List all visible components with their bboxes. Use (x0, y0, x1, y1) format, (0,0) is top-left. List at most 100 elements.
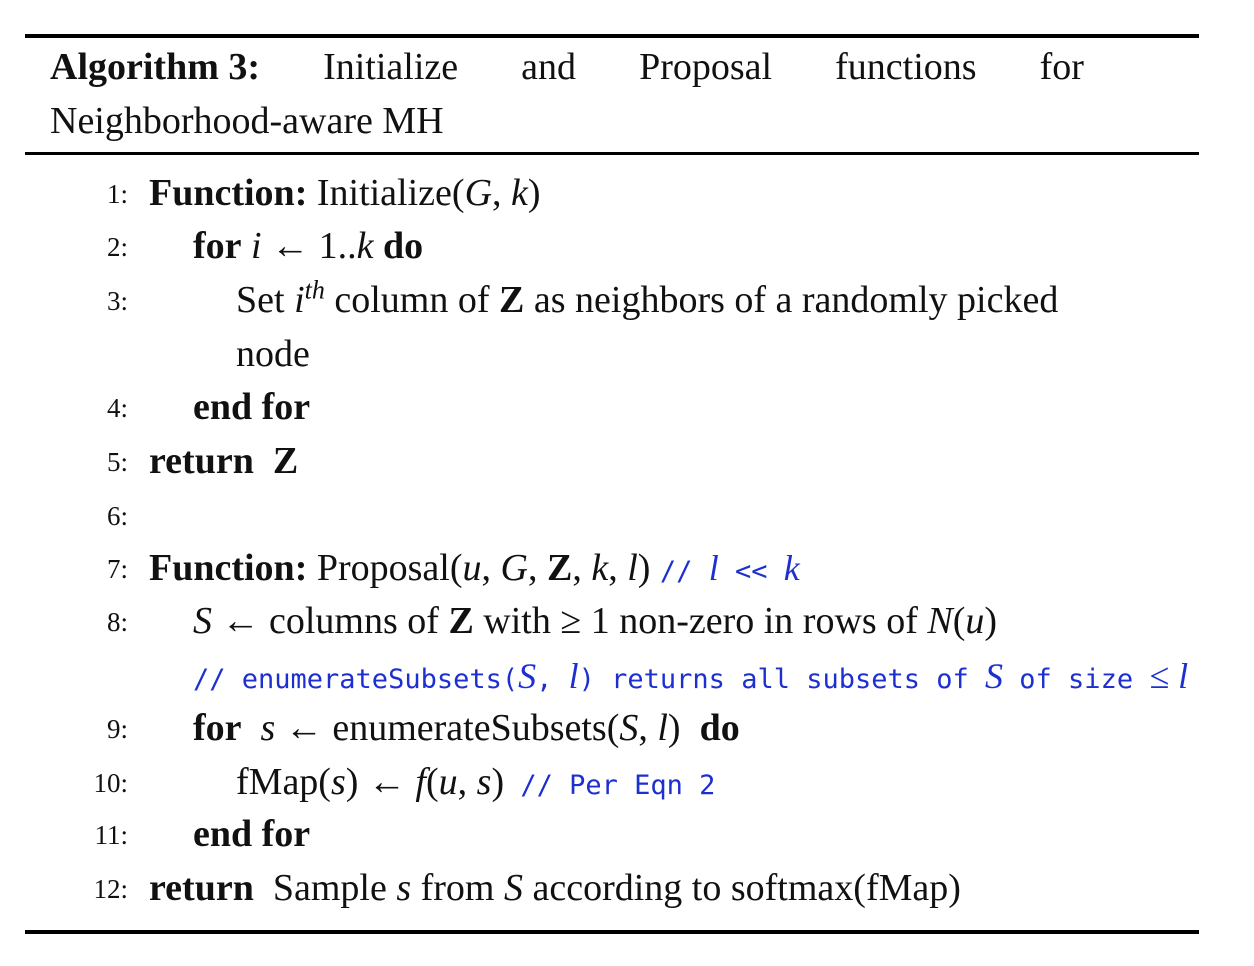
line-number: 10: (93, 768, 128, 798)
caption-word: for (1039, 46, 1084, 88)
math-paren: ) (984, 600, 998, 642)
code-text: as neighbors of a randomly picked (524, 279, 1059, 321)
comment-text: << (718, 556, 784, 587)
math-var: s (330, 761, 346, 803)
code-text: Set (236, 279, 295, 321)
line-number: 6: (106, 501, 128, 531)
comment-text: // (659, 556, 709, 587)
math-var: k (356, 225, 374, 267)
bottom-rule (25, 930, 1199, 934)
code-line-3: Set ith column of Z as neighbors of a ra… (236, 273, 1058, 327)
function-keyword: Function: (149, 547, 308, 589)
function-keyword: Function: (149, 172, 308, 214)
caption-line-2: Neighborhood-aware MH (50, 100, 444, 142)
comment-text: ) returns all subsets of (578, 664, 986, 695)
code-text: Sample (272, 867, 397, 909)
line-number: 9: (106, 714, 128, 744)
code-line-7: Function: Proposal(u, G, Z, k, l) // l <… (149, 541, 800, 595)
code-line-12: return Sample s from S according to soft… (149, 861, 961, 915)
line-number: 11: (94, 820, 129, 850)
math-paren: ) (491, 761, 505, 803)
code-line-4: end for (193, 380, 310, 434)
matrix-Z: Z (546, 547, 573, 589)
comment-text: , (536, 664, 569, 695)
algorithm-caption: Algorithm 3: Initialize and Proposal fun… (50, 40, 1084, 148)
math-var: k (591, 547, 609, 589)
for-keyword: for (193, 225, 242, 267)
math-var: l (627, 547, 638, 589)
do-keyword: do (699, 707, 740, 749)
math-text: ← 1.. (261, 225, 357, 267)
comment-var: l (708, 548, 719, 588)
caption-word: and (521, 46, 577, 88)
end-for-keyword: end for (193, 386, 311, 428)
math-var: i (251, 225, 262, 267)
line-number: 2: (106, 232, 128, 262)
math-var: N (927, 600, 953, 642)
math-var: k (511, 172, 528, 214)
code-comment: // Per Eqn 2 (504, 770, 716, 801)
caption-word: Initialize (323, 46, 459, 88)
math-paren: ) (667, 707, 681, 749)
line-number: 4: (106, 393, 128, 423)
code-text: ← columns of (212, 600, 449, 642)
math-var: s (476, 761, 492, 803)
math-var: u (438, 761, 458, 803)
comment-var: l (568, 656, 579, 696)
code-line-9: for s ← enumerateSubsets(S, l) do (193, 701, 740, 755)
code-line-5: return Z (149, 434, 298, 488)
math-var: u (965, 600, 985, 642)
math-var: u (462, 547, 482, 589)
code-text: ← enumerateSubsets( (275, 707, 620, 749)
math-var: S (619, 707, 639, 749)
math-var: G (464, 172, 493, 214)
matrix-Z: Z (499, 279, 525, 321)
math-var: G (500, 547, 528, 589)
line-number: 1: (106, 179, 128, 209)
caption-word: Proposal (639, 46, 773, 88)
code-line-3-continued: node (236, 333, 310, 375)
math-paren: ( (425, 761, 439, 803)
math-sep: , (481, 547, 501, 589)
comment-text: // enumerateSubsets( (193, 664, 519, 695)
math-paren: ) (637, 547, 651, 589)
algorithm-label: Algorithm 3: (50, 46, 261, 88)
code-text: fMap( (236, 761, 331, 803)
caption-word: functions (835, 46, 977, 88)
function-name: Initialize( (316, 172, 465, 214)
code-line-10: fMap(s) ← f(u, s) // Per Eqn 2 (236, 755, 715, 809)
code-line-2: for i ← 1..k do (193, 219, 423, 273)
comment-var: S (518, 656, 537, 696)
code-line-8: S ← columns of Z with ≥ 1 non-zero in ro… (193, 594, 997, 648)
code-text: column of (324, 279, 499, 321)
line-number: 7: (106, 554, 128, 584)
code-line-1: Function: Initialize(G, k) (149, 166, 541, 220)
math-var: i (294, 279, 305, 321)
for-keyword: for (193, 707, 242, 749)
math-superscript: th (304, 275, 325, 305)
caption-rule (25, 152, 1199, 155)
line-number: 12: (93, 874, 128, 904)
math-var: S (193, 600, 212, 642)
math-sep: , (492, 172, 512, 214)
code-text: according to softmax(fMap) (523, 867, 961, 909)
code-text: from (411, 867, 504, 909)
math-paren: ( (952, 600, 966, 642)
comment-var: k (783, 548, 800, 588)
math-var: S (504, 867, 523, 909)
line-number: 3: (106, 286, 128, 316)
math-sep: , (638, 707, 658, 749)
comment-var: ≤ (1149, 656, 1170, 696)
comment-text: of size (1003, 664, 1150, 695)
code-text: with ≥ 1 non-zero in rows of (473, 600, 928, 642)
math-var: l (657, 707, 668, 749)
line-number: 8: (106, 607, 128, 637)
code-line-11: end for (193, 807, 310, 861)
end-for-keyword: end for (193, 813, 311, 855)
comment-var: l (1169, 656, 1189, 696)
line-number: 5: (106, 447, 128, 477)
math-paren: ) (527, 172, 541, 214)
return-keyword: return (149, 867, 254, 909)
matrix-Z: Z (272, 440, 299, 482)
top-rule (25, 34, 1199, 38)
